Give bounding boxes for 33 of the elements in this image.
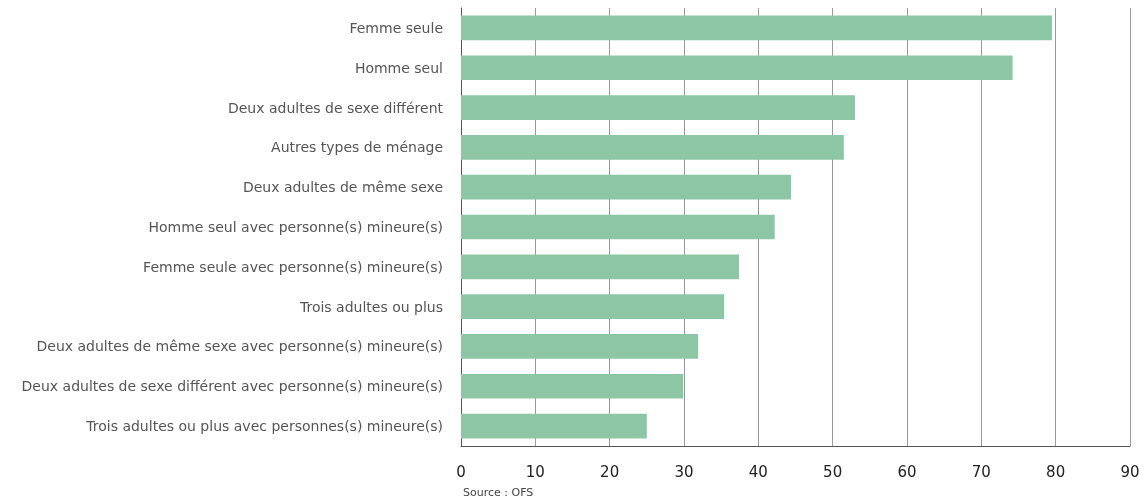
y-tick-label: Femme seule [349,19,443,36]
bar [461,413,647,439]
source-note: Source : OFS [463,486,534,499]
y-tick-label: Deux adultes de même sexe avec personne(s) mineure(s) [36,338,443,355]
y-tick-label: Autres types de ménage [271,139,443,156]
bar [461,174,792,200]
y-tick-label: Deux adultes de sexe différent avec personne(s) mineure(s) [21,378,443,395]
x-tick-label: 60 [897,462,917,481]
x-tick-label: 40 [748,462,768,481]
x-tick-label: 50 [823,462,843,481]
x-tick-label: 30 [674,462,694,481]
x-tick-label: 80 [1046,462,1066,481]
y-tick-label: Deux adultes de sexe différent [227,99,444,116]
bar [461,294,725,319]
y-tick-label: Trois adultes ou plus [298,298,443,315]
x-tick-label: 10 [525,462,545,481]
bar [461,95,855,120]
y-tick-label: Homme seul avec personne(s) mineure(s) [148,219,443,235]
x-tick-label: 0 [456,462,466,481]
x-tick-label: 70 [971,462,991,481]
y-tick-label: Femme seule avec personne(s) mineure(s) [143,258,443,275]
bar [461,373,684,399]
bar [461,254,740,280]
y-tick-label: Deux adultes de même sexe [242,179,443,196]
bar [461,135,844,160]
bar [461,55,1013,81]
y-tick-label: Trois adultes ou plus avec personnes(s) mineure(s) [85,418,443,435]
bar [461,214,775,240]
bar [461,334,699,359]
y-tick-label: Homme seul [354,59,443,76]
bar [461,15,1052,41]
x-tick-label: 20 [600,462,620,481]
x-tick-label: 90 [1120,462,1140,481]
